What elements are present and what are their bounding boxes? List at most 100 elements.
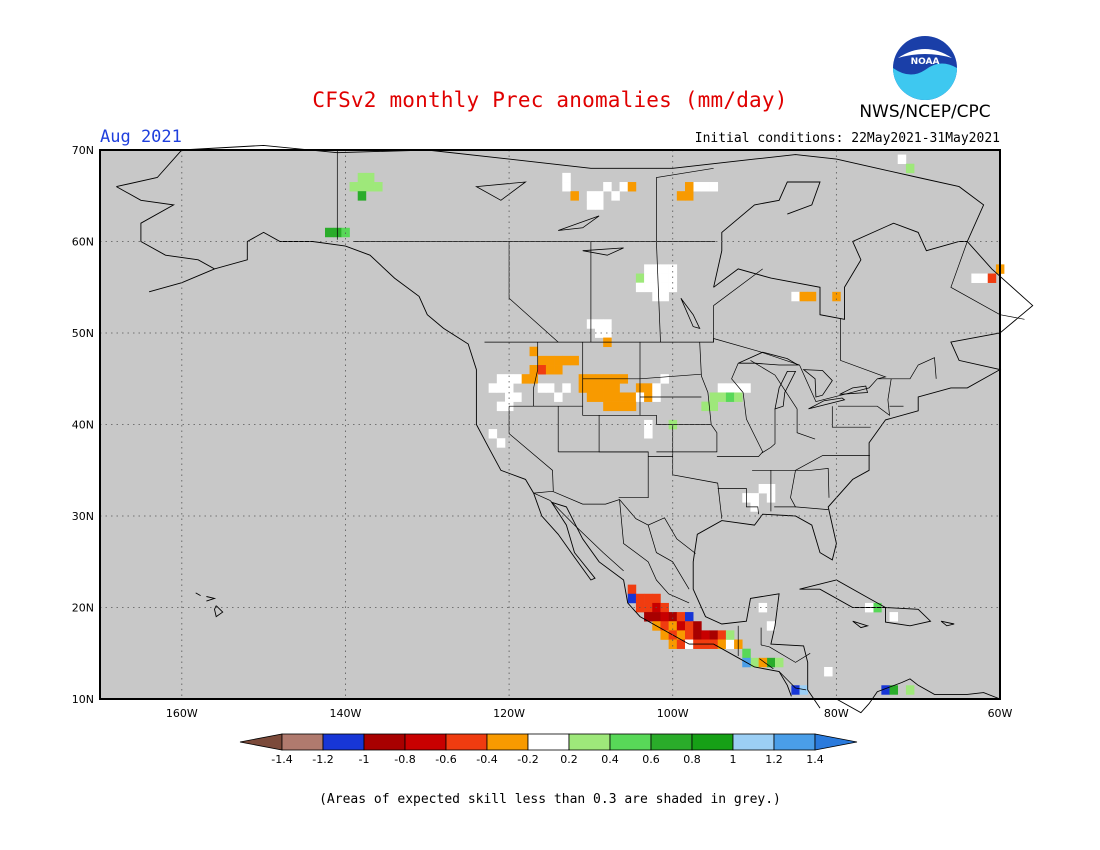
colorbar-box: [732, 733, 775, 751]
anomaly-cell: [824, 666, 833, 677]
lake-outline: [680, 297, 701, 330]
anomaly-cell: [693, 621, 702, 631]
political-boundary: [761, 644, 770, 648]
anomaly-cell: [529, 346, 539, 357]
anomaly-cell: [595, 191, 604, 201]
anomaly-cell: [725, 639, 735, 649]
political-boundary: [950, 241, 1025, 320]
lon-label: 140W: [330, 707, 362, 720]
anomaly-cell: [660, 264, 669, 274]
anomaly-cell: [611, 383, 620, 393]
lat-label: 10N: [72, 693, 94, 706]
lat-label: 50N: [72, 327, 94, 340]
anomaly-cell: [897, 154, 907, 165]
anomaly-cell: [660, 374, 669, 384]
anomaly-cell: [586, 383, 596, 393]
anomaly-cell: [660, 602, 669, 613]
anomaly-cell: [513, 392, 522, 402]
anomaly-cell: [554, 355, 563, 366]
coastline: [214, 605, 224, 618]
anomaly-cell: [611, 392, 620, 402]
anomaly-cell: [586, 200, 596, 210]
anomaly-cell: [545, 365, 555, 375]
anomaly-cell: [701, 630, 710, 640]
colorbar-tick-label: 1.4: [806, 753, 824, 766]
anomaly-cell: [635, 282, 645, 293]
anomaly-cell: [325, 227, 334, 238]
political-boundary: [796, 408, 816, 440]
political-boundary: [831, 406, 871, 428]
colorbar-tick-label: 0.8: [683, 753, 701, 766]
anomaly-cell: [709, 630, 719, 640]
anomaly-cell: [357, 191, 367, 201]
anomaly-cell: [742, 383, 751, 393]
lake-outline: [582, 247, 624, 256]
anomaly-cell: [357, 182, 367, 192]
anomaly-cell: [668, 639, 678, 649]
anomaly-cell: [595, 319, 604, 329]
anomaly-cell: [889, 612, 899, 622]
anomaly-cell: [545, 383, 555, 393]
anomaly-cell: [652, 383, 661, 393]
anomaly-cell: [562, 383, 571, 393]
colorbar-box: [322, 733, 365, 751]
anomaly-cell: [799, 685, 809, 695]
lat-label: 20N: [72, 602, 94, 615]
political-boundary: [769, 646, 811, 663]
political-boundary: [533, 342, 539, 407]
colorbar-box: [609, 733, 652, 751]
anomaly-cell: [660, 273, 669, 283]
political-boundary: [795, 506, 829, 510]
anomaly-cell: [725, 383, 735, 393]
political-boundary: [761, 408, 776, 454]
lon-label: 80W: [824, 707, 849, 720]
anomaly-cell: [488, 429, 498, 439]
anomaly-cell: [734, 383, 743, 393]
lat-label: 30N: [72, 510, 94, 523]
anomaly-cell: [611, 401, 620, 412]
anomaly-cell: [619, 182, 629, 192]
anomaly-cell: [635, 273, 645, 283]
lake-outline: [738, 351, 800, 366]
lon-label: 160W: [166, 707, 198, 720]
colorbar-tick-label: -1.4: [271, 753, 292, 766]
anomaly-cell: [652, 273, 661, 283]
political-boundary: [750, 360, 798, 410]
anomaly-cell: [725, 630, 735, 640]
political-boundary: [656, 241, 661, 343]
anomaly-cell: [742, 648, 751, 659]
anomaly-cell: [717, 383, 727, 393]
anomaly-cell: [676, 630, 686, 640]
anomaly-cell: [660, 612, 669, 622]
colorbar-tick-label: -0.8: [394, 753, 415, 766]
colorbar-tick-label: -0.6: [435, 753, 456, 766]
anomaly-cell: [676, 621, 686, 631]
anomaly-cell: [701, 182, 710, 192]
anomaly-cell: [652, 593, 661, 604]
anomaly-cell: [496, 383, 506, 393]
coastline: [195, 592, 201, 596]
anomaly-cell: [905, 163, 915, 174]
anomaly-cell: [987, 273, 997, 283]
anomaly-cell: [979, 273, 989, 283]
anomaly-cell: [668, 282, 678, 293]
anomaly-cell: [562, 355, 571, 366]
political-boundary: [656, 424, 718, 453]
anomaly-cell: [644, 383, 653, 393]
coastline: [206, 596, 217, 602]
anomaly-cell: [603, 319, 612, 329]
anomaly-cell: [971, 273, 980, 283]
lake-outline: [802, 369, 833, 398]
political-boundary: [759, 658, 774, 670]
political-boundary: [838, 378, 892, 417]
anomaly-cell: [357, 172, 367, 183]
anomaly-cell: [725, 392, 735, 402]
anomaly-cell: [349, 182, 359, 192]
anomaly-cell: [832, 291, 841, 302]
anomaly-cell: [685, 182, 694, 192]
anomaly-cell: [693, 182, 702, 192]
lake-outline: [475, 181, 527, 201]
anomaly-cell: [545, 355, 555, 366]
anomaly-cell: [529, 374, 539, 384]
anomaly-cell: [644, 612, 653, 622]
